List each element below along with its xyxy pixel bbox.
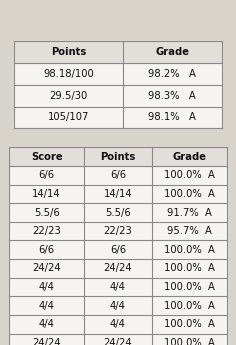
Text: 4/4: 4/4 <box>110 319 126 329</box>
Polygon shape <box>14 41 222 128</box>
Text: 6/6: 6/6 <box>38 245 55 255</box>
Text: 100.0%  A: 100.0% A <box>164 264 215 273</box>
Text: 100.0%  A: 100.0% A <box>164 189 215 199</box>
Text: 98.1%   A: 98.1% A <box>148 112 196 122</box>
Text: 5.5/6: 5.5/6 <box>34 208 59 217</box>
Text: 24/24: 24/24 <box>104 264 132 273</box>
Polygon shape <box>14 41 222 63</box>
Text: 105/107: 105/107 <box>48 112 89 122</box>
Text: 4/4: 4/4 <box>110 282 126 292</box>
Text: 4/4: 4/4 <box>39 282 55 292</box>
Text: 22/23: 22/23 <box>32 226 61 236</box>
Text: 6/6: 6/6 <box>110 245 126 255</box>
Text: 6/6: 6/6 <box>38 170 55 180</box>
Text: 24/24: 24/24 <box>32 338 61 345</box>
Text: 6/6: 6/6 <box>110 170 126 180</box>
Text: 24/24: 24/24 <box>32 264 61 273</box>
Text: 95.7%  A: 95.7% A <box>167 226 212 236</box>
Text: 22/23: 22/23 <box>104 226 132 236</box>
Text: 98.18/100: 98.18/100 <box>43 69 94 79</box>
Text: Score: Score <box>31 152 63 161</box>
Text: 100.0%  A: 100.0% A <box>164 301 215 310</box>
Text: 29.5/30: 29.5/30 <box>49 91 88 101</box>
Text: 14/14: 14/14 <box>104 189 132 199</box>
Text: 100.0%  A: 100.0% A <box>164 319 215 329</box>
Text: 100.0%  A: 100.0% A <box>164 170 215 180</box>
Text: 14/14: 14/14 <box>32 189 61 199</box>
Text: 4/4: 4/4 <box>39 301 55 310</box>
Text: 91.7%  A: 91.7% A <box>167 208 212 217</box>
Text: Points: Points <box>51 47 86 57</box>
Text: Grade: Grade <box>172 152 206 161</box>
Polygon shape <box>9 147 227 166</box>
Text: 5.5/6: 5.5/6 <box>105 208 131 217</box>
Text: 4/4: 4/4 <box>110 301 126 310</box>
Text: Points: Points <box>100 152 136 161</box>
Text: 98.3%   A: 98.3% A <box>148 91 196 101</box>
Text: 98.2%   A: 98.2% A <box>148 69 196 79</box>
Text: 100.0%  A: 100.0% A <box>164 245 215 255</box>
Polygon shape <box>9 147 227 345</box>
Text: 24/24: 24/24 <box>104 338 132 345</box>
Text: 100.0%  A: 100.0% A <box>164 282 215 292</box>
Text: 100.0%  A: 100.0% A <box>164 338 215 345</box>
Text: 4/4: 4/4 <box>39 319 55 329</box>
Text: Grade: Grade <box>155 47 189 57</box>
